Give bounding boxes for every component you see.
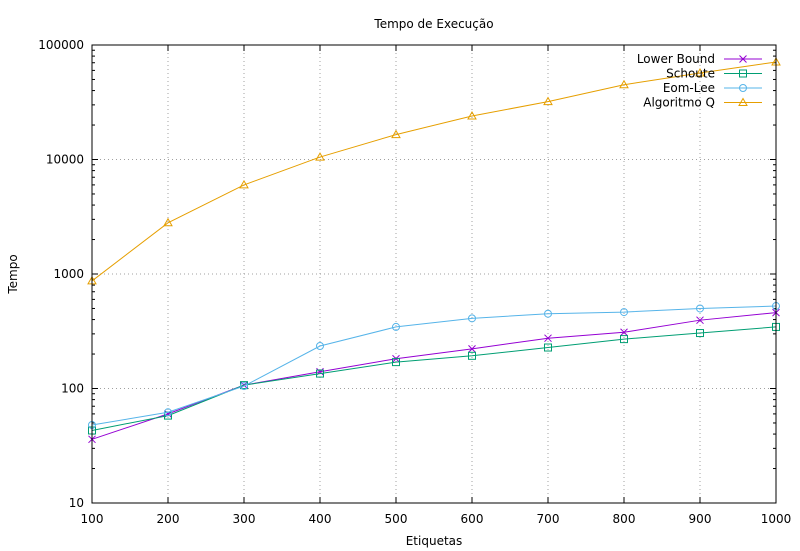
- series-schoute: [88, 322, 780, 435]
- data-point: [620, 335, 628, 344]
- legend-marker: [739, 69, 747, 78]
- series-line: [91, 305, 777, 426]
- legend-label: Algoritmo Q: [643, 96, 715, 110]
- data-point: [316, 369, 324, 378]
- y-tick-label: 10000: [46, 153, 84, 167]
- x-tick-label: 700: [537, 512, 560, 526]
- legend-marker: [739, 55, 747, 63]
- data-point: [620, 328, 628, 337]
- data-point: [468, 314, 476, 323]
- axis-ticks: 100 200 300 400 500 600 700 800 900 1000 10 100 1000…: [38, 38, 791, 526]
- legend-label: Eom-Lee: [663, 81, 715, 95]
- data-point: [316, 342, 324, 351]
- data-point: [392, 358, 400, 367]
- legend-item: Eom-Lee: [663, 81, 762, 95]
- data-point: [467, 110, 477, 120]
- legend-marker: [738, 97, 748, 106]
- y-tick-label: 10: [69, 496, 84, 510]
- data-point: [391, 129, 401, 139]
- data-point: [620, 308, 628, 317]
- legend-marker: [739, 84, 747, 92]
- grid: [92, 45, 776, 503]
- legend-item: Lower Bound: [637, 52, 762, 66]
- data-point: [695, 67, 705, 77]
- data-point: [315, 152, 325, 161]
- data-point: [544, 334, 552, 343]
- series-line: [91, 312, 777, 440]
- data-point: [163, 217, 173, 227]
- data-point: [164, 408, 172, 417]
- chart-title: Tempo de Execução: [373, 17, 493, 31]
- x-tick-label: 1000: [761, 512, 792, 526]
- data-point: [239, 179, 249, 189]
- x-tick-label: 600: [461, 512, 484, 526]
- data-point: [543, 96, 553, 106]
- series-group: [87, 57, 781, 444]
- x-tick-label: 200: [157, 512, 180, 526]
- data-point: [240, 382, 248, 391]
- x-tick-label: 400: [309, 512, 332, 526]
- y-tick-label: 1000: [53, 267, 84, 281]
- y-tick-label: 100: [61, 382, 84, 396]
- data-point: [696, 316, 704, 325]
- plot-frame: [91, 44, 777, 504]
- series-lower-bound: [88, 308, 780, 444]
- series-line: [91, 61, 777, 282]
- data-point: [696, 304, 704, 313]
- legend-label: Lower Bound: [637, 52, 715, 66]
- data-point: [696, 329, 704, 338]
- data-point: [619, 79, 629, 89]
- y-axis-label: Tempo: [6, 254, 20, 294]
- x-tick-label: 300: [233, 512, 256, 526]
- x-tick-label: 100: [81, 512, 104, 526]
- x-tick-label: 900: [689, 512, 712, 526]
- series-algoritmo-q: [87, 57, 781, 285]
- legend-label: Schoute: [666, 67, 715, 81]
- x-axis-label: Etiquetas: [406, 534, 463, 548]
- series-line: [91, 326, 777, 431]
- data-point: [468, 351, 476, 360]
- data-point: [544, 309, 552, 318]
- x-tick-label: 800: [613, 512, 636, 526]
- y-tick-label: 100000: [38, 38, 84, 52]
- x-tick-label: 500: [385, 512, 408, 526]
- series-eom-lee: [88, 302, 780, 429]
- data-point: [392, 322, 400, 331]
- legend-item: Algoritmo Q: [643, 96, 762, 110]
- legend-item: Schoute: [666, 67, 762, 81]
- data-point: [468, 344, 476, 353]
- data-point: [544, 343, 552, 352]
